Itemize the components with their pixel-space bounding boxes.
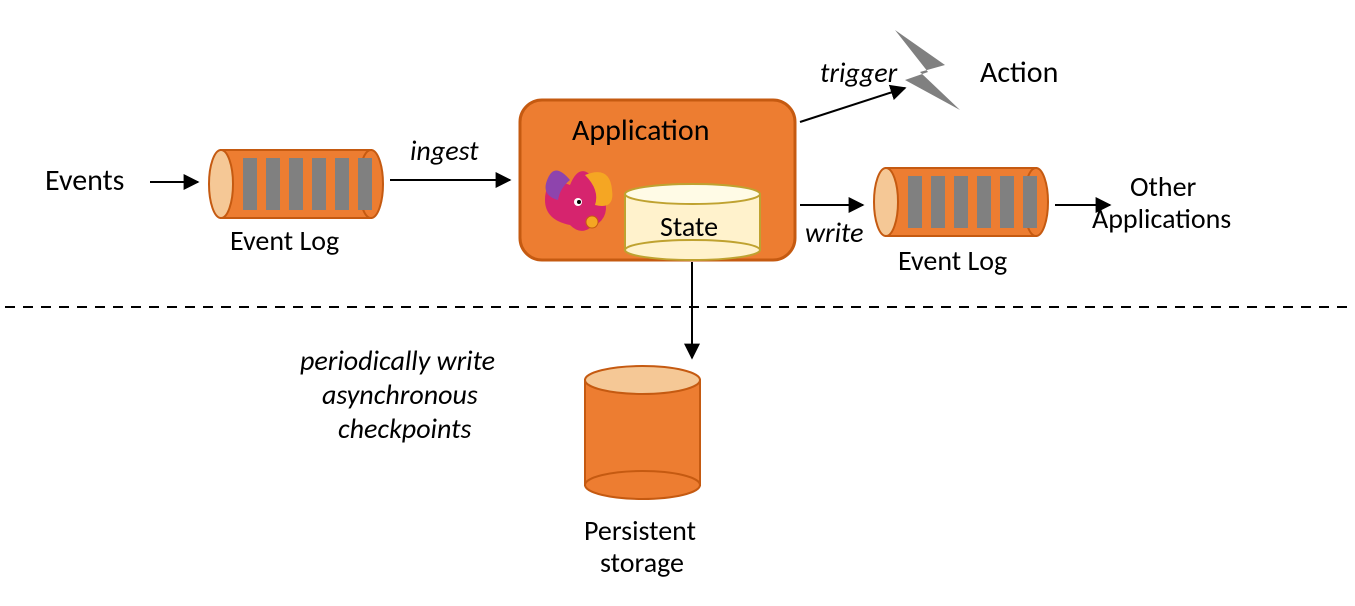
lightning-bolt-icon [895,30,960,110]
persistent-label-1: Persistent [584,513,696,548]
checkpoint-label-2: asynchronous [322,377,478,412]
checkpoint-label-1: periodically write [300,343,495,378]
ingest-label: ingest [410,133,479,168]
event-log-right [874,168,1048,236]
event-log-left-label: Event Log [230,223,339,258]
edge-trigger [800,88,905,122]
application-label: Application [572,112,709,149]
events-label: Events [45,162,124,199]
persistent-storage-cylinder [585,366,700,499]
checkpoint-label-3: checkpoints [338,411,471,446]
diagram-canvas: Events Event Log ingest Application Stat… [0,0,1355,606]
other-apps-label-2: Applications [1092,201,1231,236]
event-log-left [209,150,383,218]
event-log-right-label: Event Log [898,243,1007,278]
persistent-label-2: storage [600,545,684,580]
write-label: write [805,215,864,250]
other-apps-label-1: Other [1130,169,1197,204]
state-label: State [660,209,718,244]
trigger-label: trigger [820,55,898,90]
action-label: Action [980,54,1058,91]
